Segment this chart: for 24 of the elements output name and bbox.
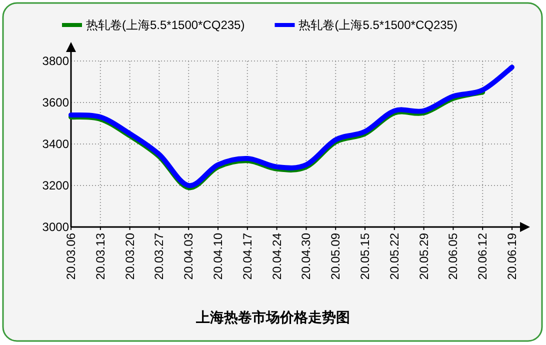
y-tick-label: 3000 [42,220,70,234]
text: 上海热卷市场价格走势图 [195,309,350,325]
x-tick-label: 20.03.06 [64,232,78,280]
y-tick-label: 3200 [42,178,70,192]
y-tick-label: 3400 [42,137,70,151]
x-tick-label: 20.05.09 [328,232,343,280]
x-tick-label: 20.04.24 [270,232,284,280]
y-tick-label: 3800 [42,54,70,68]
x-tick-label: 20.03.13 [93,232,108,280]
x-tick-label: 20.03.27 [152,232,166,280]
legend-label: 热轧卷(上海5.5*1500*CQ235) [298,18,458,32]
x-tick-label: 20.03.20 [122,232,137,280]
x-tick-label: 20.04.30 [299,232,314,280]
x-tick-label: 20.06.05 [446,232,460,280]
x-tick-label: 20.04.03 [182,232,196,280]
y-tick-label: 3600 [42,96,70,110]
x-tick-label: 20.05.15 [358,232,372,280]
x-tick-label: 20.05.29 [416,232,431,280]
x-tick-label: 20.06.12 [476,232,490,280]
x-tick-label: 20.05.22 [387,232,402,280]
x-tick-label: 20.04.10 [211,232,225,280]
x-tick-label: 20.06.19 [505,232,519,280]
legend-label: 热轧卷(上海5.5*1500*CQ235) [86,18,245,32]
x-tick-label: 20.04.17 [240,232,254,280]
